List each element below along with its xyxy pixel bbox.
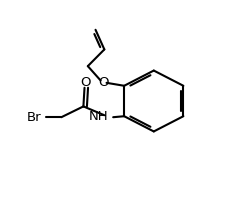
Text: O: O	[98, 76, 108, 89]
Text: Br: Br	[27, 111, 41, 124]
Text: O: O	[80, 76, 90, 89]
Text: NH: NH	[89, 110, 108, 123]
